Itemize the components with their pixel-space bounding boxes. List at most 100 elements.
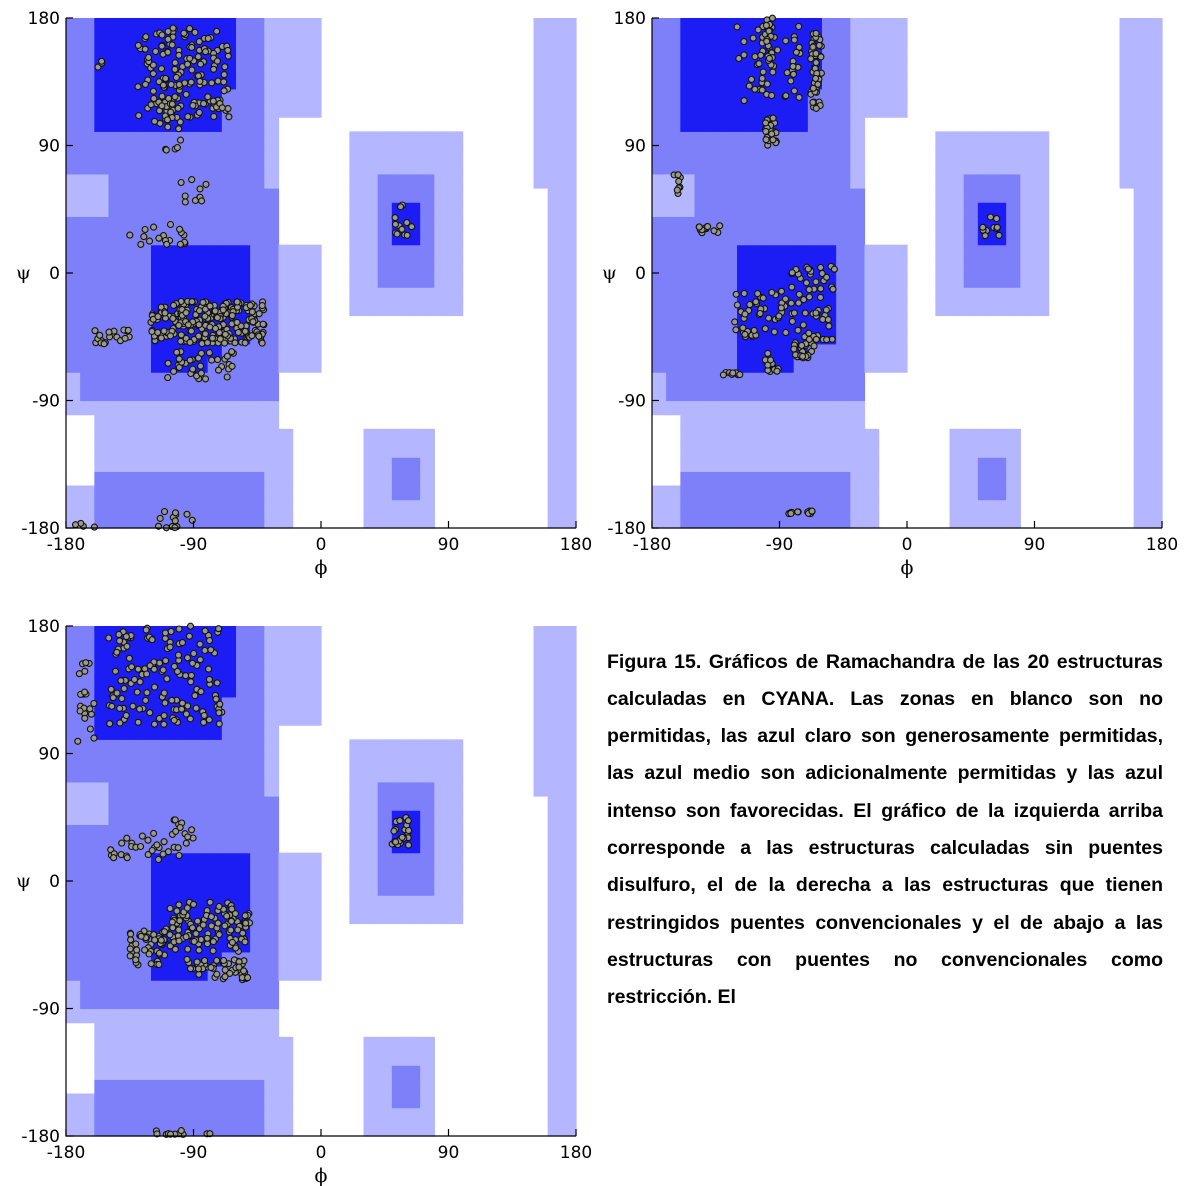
region-cell	[694, 499, 710, 515]
region-cell	[1133, 343, 1149, 359]
data-point	[163, 675, 171, 683]
data-point	[809, 98, 817, 106]
region-cell	[547, 372, 563, 387]
region-cell	[420, 499, 435, 515]
region-cell	[836, 513, 851, 529]
region-cell	[822, 414, 837, 430]
data-point	[175, 355, 183, 363]
region-cell	[193, 117, 209, 132]
region-cell	[793, 372, 809, 387]
region-cell	[250, 202, 265, 217]
region-cell	[751, 244, 766, 260]
region-cell	[694, 159, 710, 175]
region-cell	[136, 895, 152, 910]
region-cell	[151, 1022, 166, 1038]
data-point	[233, 318, 241, 326]
region-cell	[151, 414, 166, 430]
region-cell	[850, 32, 866, 47]
region-cell	[221, 74, 237, 90]
region-cell	[1020, 145, 1036, 161]
region-cell	[264, 682, 280, 698]
region-cell	[136, 753, 152, 769]
region-cell	[864, 428, 880, 444]
region-cell	[264, 46, 280, 62]
region-cell	[122, 781, 138, 797]
region-cell	[151, 386, 166, 402]
region-cell	[66, 1107, 81, 1123]
region-cell	[80, 838, 95, 854]
region-cell	[892, 358, 908, 373]
region-cell	[122, 372, 138, 387]
region-cell	[377, 753, 393, 769]
region-cell	[292, 937, 308, 953]
region-cell	[207, 1022, 223, 1038]
region-cell	[892, 315, 908, 331]
region-cell	[680, 74, 696, 90]
region-cell	[779, 428, 795, 444]
data-point	[195, 108, 203, 117]
region-cell	[722, 287, 738, 302]
region-cell	[391, 131, 407, 147]
region-cell	[122, 796, 138, 811]
region-cell	[850, 117, 866, 132]
region-cell	[977, 443, 993, 458]
x-tick-label: 180	[1146, 535, 1178, 555]
region-cell	[694, 457, 710, 472]
x-axis-label: ϕ	[901, 557, 914, 579]
region-cell	[264, 654, 280, 670]
region-cell	[250, 513, 265, 529]
data-point	[201, 627, 209, 635]
region-cell	[878, 329, 894, 345]
data-point	[91, 327, 99, 335]
region-cell	[151, 202, 166, 217]
region-cell	[547, 796, 563, 811]
region-cell	[892, 88, 908, 104]
data-point	[783, 69, 791, 77]
region-cell	[377, 824, 393, 840]
region-cell	[1133, 372, 1149, 387]
region-cell	[949, 443, 965, 458]
region-cell	[122, 810, 138, 825]
region-cell	[992, 513, 1007, 529]
region-cell	[434, 287, 450, 302]
region-cell	[80, 966, 95, 981]
region-cell	[236, 60, 251, 76]
data-point	[751, 85, 759, 93]
region-cell	[666, 216, 681, 232]
region-cell	[165, 273, 180, 288]
region-cell	[363, 753, 379, 769]
region-cell	[165, 400, 180, 416]
region-cell	[737, 273, 752, 288]
region-cell	[264, 386, 280, 402]
region-cell	[751, 202, 766, 217]
region-cell	[561, 895, 577, 910]
data-point	[209, 97, 217, 105]
data-point	[822, 306, 830, 314]
region-cell	[363, 188, 379, 203]
region-cell	[66, 796, 81, 811]
data-point	[181, 198, 189, 206]
data-point	[213, 314, 221, 322]
region-cell	[377, 739, 393, 755]
region-cell	[652, 117, 667, 132]
region-cell	[108, 315, 124, 331]
data-point	[751, 53, 759, 61]
region-cell	[680, 287, 696, 302]
data-point	[205, 675, 213, 683]
region-cell	[652, 513, 667, 529]
data-point	[195, 946, 203, 954]
region-cell	[122, 1022, 138, 1038]
region-cell	[264, 909, 280, 925]
region-cell	[977, 485, 993, 501]
region-cell	[108, 909, 124, 925]
region-cell	[179, 443, 195, 458]
region-cell	[878, 273, 894, 288]
region-cell	[547, 626, 563, 641]
data-point	[166, 332, 174, 340]
data-point	[151, 936, 159, 944]
region-cell	[136, 810, 152, 825]
region-cell	[708, 372, 724, 387]
region-cell	[666, 159, 681, 175]
region-cell	[434, 273, 450, 288]
region-cell	[80, 88, 95, 104]
